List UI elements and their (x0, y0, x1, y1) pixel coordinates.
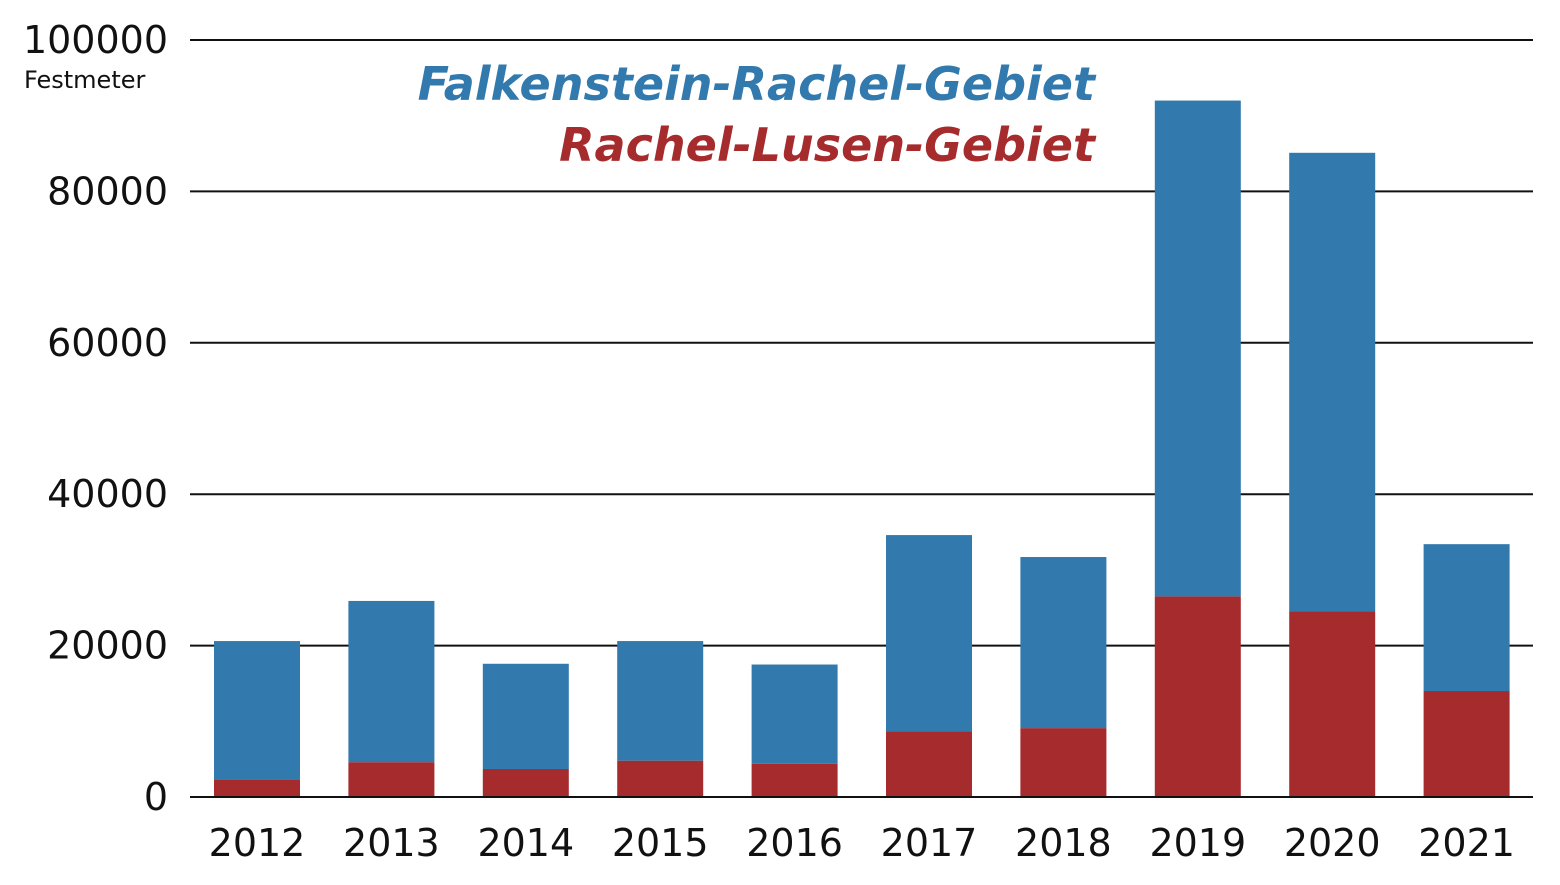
bar-segment-rachel-lusen-gebiet-2013 (348, 762, 435, 797)
x-tick-label: 2020 (1284, 821, 1381, 865)
legend-entry-rachel-lusen-gebiet: Rachel-Lusen-Gebiet (559, 118, 1097, 172)
bar-segment-falkenstein-rachel-gebiet-2019 (1154, 100, 1241, 597)
bar-segment-rachel-lusen-gebiet-2016 (751, 763, 838, 797)
bar-segment-falkenstein-rachel-gebiet-2021 (1423, 544, 1510, 692)
bar-segment-falkenstein-rachel-gebiet-2012 (214, 641, 300, 780)
bar-segment-falkenstein-rachel-gebiet-2014 (482, 663, 569, 769)
x-tick-labels: 2012 2013 2014 2015 2016 2017 2018 2019 2020 2021 (209, 821, 1515, 865)
bar-segment-rachel-lusen-gebiet-2012 (214, 779, 300, 797)
y-tick-label: 40000 (47, 472, 168, 516)
x-tick-label: 2018 (1015, 821, 1112, 865)
y-tick-label: 100000 (23, 18, 168, 62)
bar-segment-falkenstein-rachel-gebiet-2020 (1289, 152, 1376, 612)
legend: Falkenstein-Rachel-Gebiet Rachel-Lusen-Ge… (418, 57, 1097, 172)
x-tick-label: 2016 (746, 821, 843, 865)
y-tick-label: 60000 (47, 321, 168, 365)
x-tick-label: 2012 (209, 821, 306, 865)
x-tick-label: 2013 (343, 821, 440, 865)
x-tick-label: 2015 (612, 821, 709, 865)
x-tick-label: 2019 (1149, 821, 1246, 865)
legend-entry-falkenstein-rachel-gebiet: Falkenstein-Rachel-Gebiet (418, 57, 1097, 111)
bar-segment-rachel-lusen-gebiet-2021 (1423, 691, 1510, 797)
y-tick-labels: 0 20000 40000 60000 80000 100000 (23, 18, 168, 819)
x-tick-label: 2021 (1418, 821, 1515, 865)
y-axis-unit-label: Festmeter (24, 66, 145, 94)
bar-segment-falkenstein-rachel-gebiet-2016 (751, 664, 838, 764)
bar-segment-falkenstein-rachel-gebiet-2017 (886, 535, 972, 732)
x-tick-label: 2014 (477, 821, 574, 865)
bar-segment-rachel-lusen-gebiet-2017 (886, 731, 972, 797)
bar-segment-rachel-lusen-gebiet-2014 (482, 768, 569, 797)
bars (214, 100, 1510, 797)
y-tick-label: 0 (144, 775, 168, 819)
y-tick-label: 20000 (47, 624, 168, 668)
x-tick-label: 2017 (881, 821, 978, 865)
bar-segment-rachel-lusen-gebiet-2020 (1289, 611, 1376, 797)
bar-segment-falkenstein-rachel-gebiet-2013 (348, 600, 435, 763)
bar-segment-rachel-lusen-gebiet-2018 (1020, 728, 1107, 797)
y-tick-label: 80000 (47, 169, 168, 213)
bar-segment-falkenstein-rachel-gebiet-2018 (1020, 557, 1107, 729)
bar-segment-rachel-lusen-gebiet-2019 (1154, 596, 1241, 797)
bar-segment-falkenstein-rachel-gebiet-2015 (617, 641, 704, 761)
bar-segment-rachel-lusen-gebiet-2015 (617, 760, 704, 797)
